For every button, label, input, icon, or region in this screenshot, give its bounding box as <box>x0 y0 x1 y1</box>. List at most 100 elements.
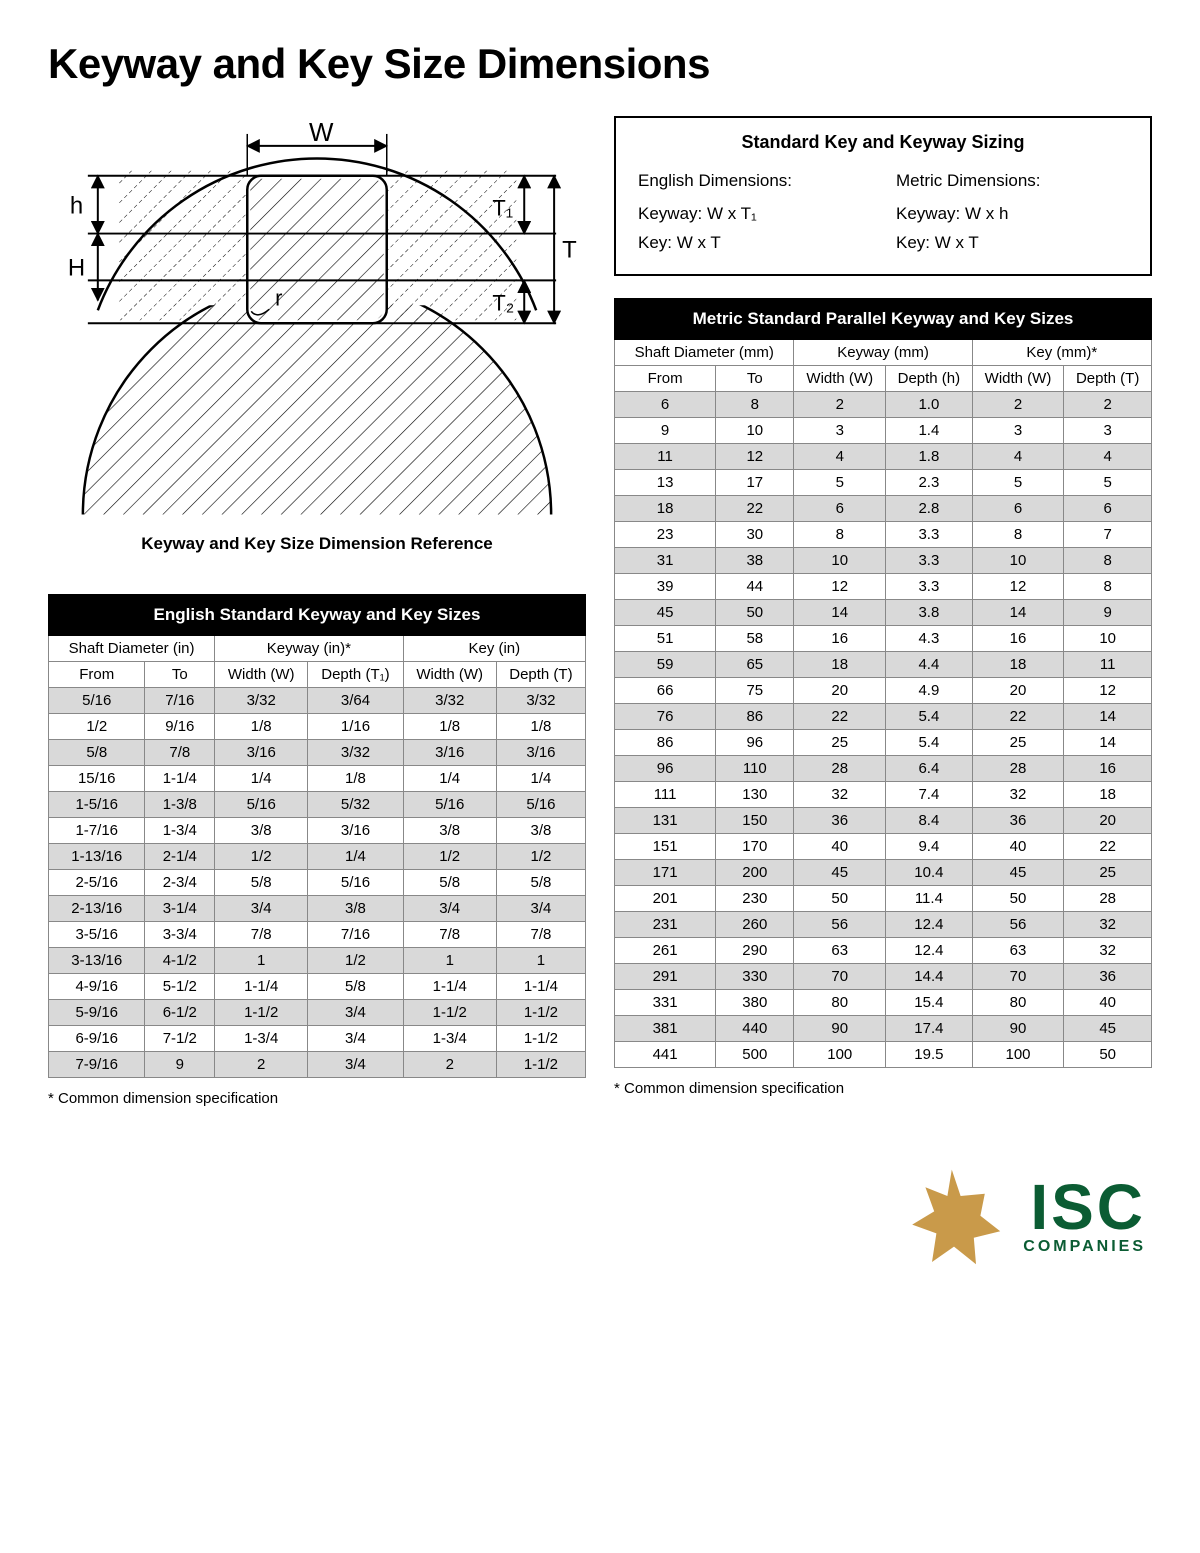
table-row: 6675204.92012 <box>615 677 1152 703</box>
table-cell: 11 <box>615 443 716 469</box>
table-cell: 1 <box>215 947 308 973</box>
table-cell: 23 <box>615 521 716 547</box>
table-row: 6-9/167-1/21-3/43/41-3/41-1/2 <box>49 1025 586 1051</box>
table-cell: 10 <box>972 547 1064 573</box>
table-cell: 16 <box>1064 755 1152 781</box>
table-cell: 1 <box>403 947 496 973</box>
table-cell: 1-7/16 <box>49 817 145 843</box>
table-row: 6821.022 <box>615 391 1152 417</box>
table-cell: 1-1/4 <box>145 765 215 791</box>
table-cell: 5/8 <box>215 869 308 895</box>
table-cell: 17.4 <box>886 1015 973 1041</box>
table-cell: 1-13/16 <box>49 843 145 869</box>
table-cell: 70 <box>794 963 886 989</box>
table-cell: 2 <box>794 391 886 417</box>
table-cell: 4.3 <box>886 625 973 651</box>
table-cell: 70 <box>972 963 1064 989</box>
table-cell: 6 <box>1064 495 1152 521</box>
table-cell: 7.4 <box>886 781 973 807</box>
table-row: 1-7/161-3/43/83/163/83/8 <box>49 817 586 843</box>
table-cell: 500 <box>716 1041 794 1067</box>
table-cell: 2 <box>1064 391 1152 417</box>
table-cell: 50 <box>1064 1041 1152 1067</box>
table-cell: 1-3/4 <box>215 1025 308 1051</box>
table-cell: 381 <box>615 1015 716 1041</box>
col-header: Width (W) <box>794 365 886 391</box>
table-cell: 10.4 <box>886 859 973 885</box>
table-cell: 5-1/2 <box>145 973 215 999</box>
table-cell: 6-9/16 <box>49 1025 145 1051</box>
table-cell: 3/16 <box>496 739 585 765</box>
table-cell: 131 <box>615 807 716 833</box>
table-cell: 7/8 <box>145 739 215 765</box>
table-row: 1-13/162-1/41/21/41/21/2 <box>49 843 586 869</box>
table-cell: 1/8 <box>308 765 403 791</box>
table-cell: 5/8 <box>49 739 145 765</box>
table-cell: 18 <box>794 651 886 677</box>
metric-footnote: * Common dimension specification <box>614 1080 1152 1097</box>
table-cell: 9 <box>615 417 716 443</box>
table-cell: 12 <box>1064 677 1152 703</box>
table-cell: 201 <box>615 885 716 911</box>
table-cell: 45 <box>794 859 886 885</box>
table-cell: 8 <box>1064 573 1152 599</box>
table-cell: 1/16 <box>308 713 403 739</box>
sizing-metric-key: Key: W x T <box>896 229 1128 258</box>
table-cell: 90 <box>972 1015 1064 1041</box>
table-cell: 12.4 <box>886 911 973 937</box>
english-table-title: English Standard Keyway and Key Sizes <box>49 594 586 635</box>
table-cell: 441 <box>615 1041 716 1067</box>
table-cell: 170 <box>716 833 794 859</box>
table-cell: 36 <box>794 807 886 833</box>
table-row: 1/29/161/81/161/81/8 <box>49 713 586 739</box>
table-cell: 6.4 <box>886 755 973 781</box>
table-cell: 3/32 <box>215 687 308 713</box>
table-cell: 3/4 <box>403 895 496 921</box>
table-cell: 18 <box>972 651 1064 677</box>
table-cell: 3/16 <box>215 739 308 765</box>
table-cell: 3-13/16 <box>49 947 145 973</box>
table-row: 3-13/164-1/211/211 <box>49 947 586 973</box>
table-cell: 1/2 <box>308 947 403 973</box>
table-cell: 3 <box>972 417 1064 443</box>
english-th-keyway: Keyway (in)* <box>215 635 404 661</box>
table-cell: 30 <box>716 521 794 547</box>
diagram-label-w: W <box>309 119 334 147</box>
table-cell: 3/8 <box>403 817 496 843</box>
table-cell: 96 <box>716 729 794 755</box>
table-cell: 5/32 <box>308 791 403 817</box>
table-row: 3138103.3108 <box>615 547 1152 573</box>
table-row: 5/87/83/163/323/163/16 <box>49 739 586 765</box>
table-cell: 19.5 <box>886 1041 973 1067</box>
table-cell: 8.4 <box>886 807 973 833</box>
table-cell: 38 <box>716 547 794 573</box>
table-cell: 96 <box>615 755 716 781</box>
table-cell: 8 <box>1064 547 1152 573</box>
table-cell: 9 <box>1064 599 1152 625</box>
table-cell: 10 <box>794 547 886 573</box>
table-cell: 59 <box>615 651 716 677</box>
table-cell: 1-5/16 <box>49 791 145 817</box>
english-footnote: * Common dimension specification <box>48 1090 586 1107</box>
table-cell: 3.3 <box>886 521 973 547</box>
table-cell: 6 <box>615 391 716 417</box>
metric-th-keyway: Keyway (mm) <box>794 339 972 365</box>
col-header: To <box>716 365 794 391</box>
table-cell: 32 <box>1064 911 1152 937</box>
table-cell: 22 <box>794 703 886 729</box>
table-cell: 7-1/2 <box>145 1025 215 1051</box>
table-row: 2-5/162-3/45/85/165/85/8 <box>49 869 586 895</box>
table-cell: 75 <box>716 677 794 703</box>
table-cell: 1-1/4 <box>403 973 496 999</box>
table-cell: 80 <box>794 989 886 1015</box>
table-cell: 16 <box>794 625 886 651</box>
diagram-label-t1: T₁ <box>492 196 513 221</box>
table-row: 111241.844 <box>615 443 1152 469</box>
table-cell: 151 <box>615 833 716 859</box>
table-cell: 9/16 <box>145 713 215 739</box>
table-cell: 1/8 <box>496 713 585 739</box>
table-row: 131752.355 <box>615 469 1152 495</box>
table-cell: 3 <box>1064 417 1152 443</box>
table-cell: 6 <box>972 495 1064 521</box>
table-cell: 3/4 <box>308 999 403 1025</box>
